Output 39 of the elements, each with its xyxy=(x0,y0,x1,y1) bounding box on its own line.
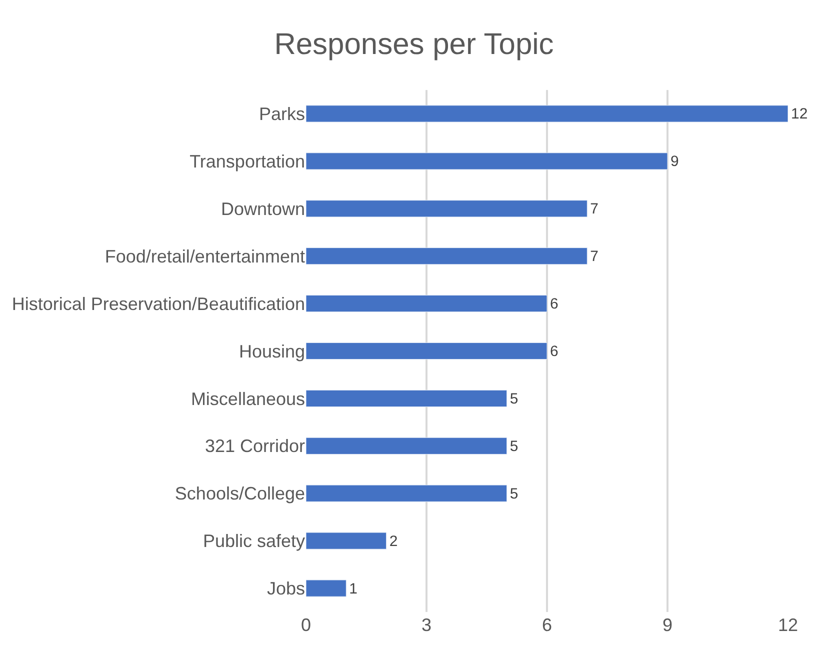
bar xyxy=(306,294,548,312)
x-tick-label: 3 xyxy=(421,615,432,635)
y-tick-label: Transportation xyxy=(190,151,305,172)
chart-title: Responses per Topic xyxy=(274,28,554,62)
data-label: 6 xyxy=(550,342,558,360)
data-label: 1 xyxy=(349,580,358,598)
y-tick-label: Parks xyxy=(258,104,305,124)
data-label: 7 xyxy=(590,200,598,218)
bar xyxy=(306,200,588,218)
bar xyxy=(306,484,508,502)
x-tick-label: 0 xyxy=(300,615,312,635)
y-tick-label: Schools/College xyxy=(174,484,305,504)
x-tick-label: 6 xyxy=(542,615,552,635)
bar xyxy=(306,152,668,170)
y-tick-label: Downtown xyxy=(220,198,305,219)
bar xyxy=(306,532,387,550)
y-tick-label: Miscellaneous xyxy=(190,388,305,409)
data-label: 5 xyxy=(510,485,518,502)
data-label: 2 xyxy=(389,532,398,550)
y-tick-label: Public safety xyxy=(202,531,305,552)
data-label: 5 xyxy=(510,438,518,455)
y-tick-label: Food/retail/entertainment xyxy=(104,246,305,266)
bar xyxy=(306,105,788,122)
y-tick-label: Jobs xyxy=(266,578,305,599)
x-tick-label: 12 xyxy=(778,615,798,635)
data-label: 5 xyxy=(510,390,518,408)
bar xyxy=(306,437,508,454)
bar xyxy=(306,390,508,408)
data-label: 12 xyxy=(791,106,808,123)
data-label: 9 xyxy=(670,153,679,170)
y-tick-label: 321 Corridor xyxy=(204,436,306,456)
y-tick-label: Housing xyxy=(238,341,305,362)
bar xyxy=(306,342,548,360)
bar xyxy=(306,248,588,265)
bar xyxy=(306,580,346,597)
y-tick-label: Historical Preservation/Beautification xyxy=(12,294,305,314)
data-label: 7 xyxy=(590,248,598,266)
x-tick-label: 9 xyxy=(662,615,673,635)
data-label: 6 xyxy=(550,296,558,313)
